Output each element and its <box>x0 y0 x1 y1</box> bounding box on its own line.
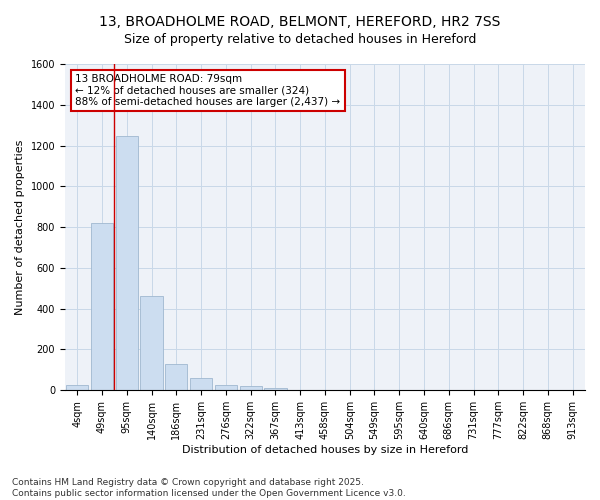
Y-axis label: Number of detached properties: Number of detached properties <box>15 140 25 315</box>
Bar <box>140 296 163 390</box>
Text: Size of property relative to detached houses in Hereford: Size of property relative to detached ho… <box>124 32 476 46</box>
Bar <box>91 223 113 390</box>
Bar <box>239 386 262 390</box>
Bar <box>264 388 287 390</box>
Text: Contains HM Land Registry data © Crown copyright and database right 2025.
Contai: Contains HM Land Registry data © Crown c… <box>12 478 406 498</box>
Text: 13, BROADHOLME ROAD, BELMONT, HEREFORD, HR2 7SS: 13, BROADHOLME ROAD, BELMONT, HEREFORD, … <box>100 15 500 29</box>
Bar <box>190 378 212 390</box>
Bar <box>215 384 237 390</box>
Text: 13 BROADHOLME ROAD: 79sqm
← 12% of detached houses are smaller (324)
88% of semi: 13 BROADHOLME ROAD: 79sqm ← 12% of detac… <box>76 74 340 107</box>
Bar <box>66 385 88 390</box>
Bar <box>165 364 187 390</box>
Bar <box>116 136 138 390</box>
X-axis label: Distribution of detached houses by size in Hereford: Distribution of detached houses by size … <box>182 445 468 455</box>
